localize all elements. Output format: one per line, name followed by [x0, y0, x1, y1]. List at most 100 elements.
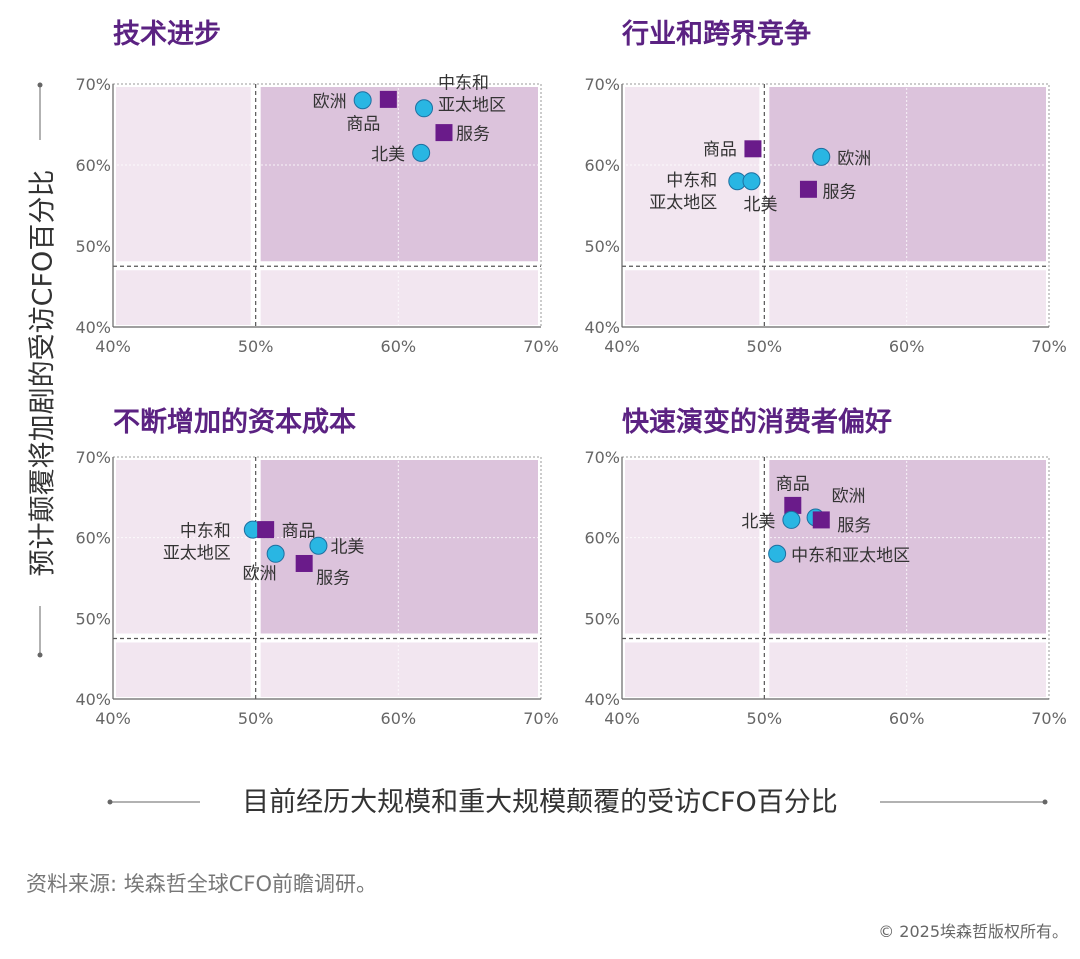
square-marker — [812, 511, 830, 529]
quadrant-upper-left — [116, 87, 251, 262]
panel-title-capital-cost: 不断增加的资本成本 — [113, 407, 356, 438]
square-marker — [295, 554, 313, 572]
point-label: 北美 — [371, 145, 405, 165]
y-tick-label: 60% — [75, 156, 111, 175]
quadrant-lower-left — [116, 642, 251, 697]
y-tick-label: 60% — [584, 529, 620, 548]
circle-marker — [742, 172, 761, 191]
square-marker — [799, 180, 817, 198]
plot-frame — [621, 83, 1050, 328]
point-label: 亚太地区 — [438, 95, 506, 115]
point-label: 服务 — [316, 568, 350, 588]
quadrant-upper-left — [116, 460, 251, 634]
y-tick-label: 50% — [75, 237, 111, 256]
circle-marker — [782, 510, 801, 529]
x-tick-label: 60% — [381, 337, 417, 356]
x-tick-label: 40% — [604, 709, 640, 728]
quadrant-upper-right — [769, 460, 1046, 634]
x-tick-label: 50% — [238, 337, 274, 356]
panel-title-competition: 行业和跨界竞争 — [622, 19, 811, 50]
circle-marker — [412, 143, 431, 162]
circle-marker — [309, 536, 328, 555]
point-label: 中东和 — [180, 522, 231, 542]
quadrant-lower-right — [260, 642, 538, 697]
quadrant-lower-left — [625, 270, 760, 325]
copyright-note: © 2025埃森哲版权所有。 — [878, 922, 1068, 941]
quadrant-lower-right — [260, 270, 538, 325]
x-title-guide-dot-left — [107, 799, 113, 805]
y-tick-label: 40% — [584, 318, 620, 337]
circle-marker — [812, 147, 831, 166]
y-title-guide-dot-top — [37, 82, 43, 88]
point-label: 服务 — [822, 182, 856, 202]
point-label: 欧洲 — [313, 92, 347, 112]
y-tick-label: 40% — [584, 690, 620, 709]
square-marker — [744, 140, 762, 158]
quadrant-upper-right — [260, 460, 538, 634]
point-label: 欧洲 — [837, 149, 871, 169]
x-tick-label: 50% — [747, 709, 783, 728]
y-tick-label: 60% — [584, 156, 620, 175]
point-label: 北美 — [330, 538, 364, 558]
x-tick-label: 50% — [238, 709, 274, 728]
circle-marker — [353, 91, 372, 110]
y-tick-label: 40% — [75, 318, 111, 337]
x-tick-label: 60% — [889, 337, 925, 356]
quadrant-upper-right — [769, 87, 1046, 262]
point-label: 亚太地区 — [649, 193, 717, 213]
point-label: 欧洲 — [243, 564, 277, 584]
x-tick-label: 60% — [381, 709, 417, 728]
x-tick-label: 40% — [604, 337, 640, 356]
point-label: 北美 — [744, 195, 778, 215]
square-marker — [257, 521, 275, 539]
circle-marker — [415, 99, 434, 118]
point-label: 欧洲 — [832, 487, 866, 507]
point-label: 亚太地区 — [163, 544, 231, 564]
point-label: 北美 — [741, 512, 775, 532]
circle-marker — [768, 544, 787, 563]
quadrant-lower-left — [625, 642, 760, 697]
square-marker — [379, 90, 397, 108]
x-tick-label: 70% — [523, 337, 559, 356]
x-tick-label: 40% — [95, 337, 131, 356]
x-tick-label: 60% — [889, 709, 925, 728]
point-label: 服务 — [456, 125, 490, 145]
y-tick-label: 50% — [584, 609, 620, 628]
quadrant-lower-right — [769, 270, 1046, 325]
x-tick-label: 70% — [1031, 337, 1067, 356]
y-axis-title: 预计颠覆将加剧的受访CFO百分比 — [27, 169, 59, 577]
x-tick-label: 50% — [747, 337, 783, 356]
x-tick-label: 40% — [95, 709, 131, 728]
quadrant-upper-left — [625, 460, 760, 634]
point-label: 商品 — [776, 474, 810, 494]
point-label: 商品 — [346, 114, 380, 134]
x-tick-label: 70% — [523, 709, 559, 728]
y-tick-label: 70% — [75, 75, 111, 94]
x-axis-title: 目前经历大规模和重大规模颠覆的受访CFO百分比 — [242, 787, 838, 818]
point-label: 商品 — [282, 522, 316, 542]
point-label: 中东和 — [666, 171, 717, 191]
quadrant-lower-left — [116, 270, 251, 325]
quadrant-upper-right — [260, 87, 538, 262]
square-marker — [435, 124, 453, 142]
y-tick-label: 70% — [75, 448, 111, 467]
panel-title-tech: 技术进步 — [113, 19, 221, 50]
y-tick-label: 70% — [584, 75, 620, 94]
quadrant-lower-right — [769, 642, 1046, 697]
point-label: 服务 — [837, 516, 871, 536]
circle-marker — [266, 544, 285, 563]
y-title-guide-dot-bottom — [37, 652, 43, 658]
y-tick-label: 50% — [75, 609, 111, 628]
y-tick-label: 40% — [75, 690, 111, 709]
source-note: 资料来源: 埃森哲全球CFO前瞻调研。 — [26, 872, 378, 896]
point-label: 商品 — [703, 140, 737, 160]
point-label: 中东和 — [438, 73, 489, 93]
x-title-guide-dot-right — [1042, 799, 1048, 805]
y-tick-label: 70% — [584, 448, 620, 467]
y-tick-label: 60% — [75, 529, 111, 548]
